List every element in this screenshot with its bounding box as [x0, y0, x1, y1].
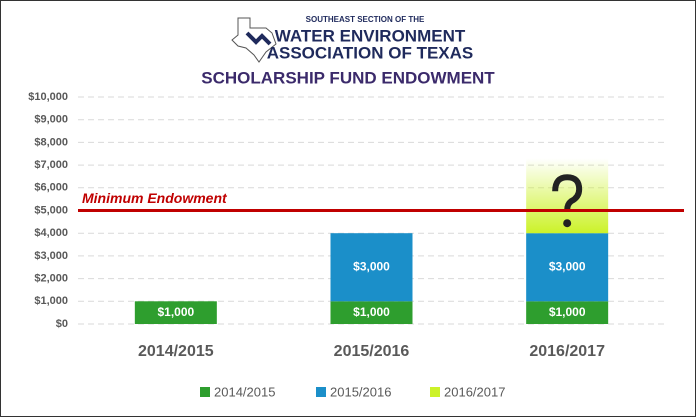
data-label: $1,000 — [549, 305, 586, 319]
y-tick-label: $5,000 — [34, 204, 68, 216]
y-tick-label: $10,000 — [28, 91, 68, 103]
legend-label: 2014/2015 — [214, 384, 275, 399]
data-label: $1,000 — [157, 305, 194, 319]
y-tick-label: $1,000 — [34, 295, 68, 307]
legend-swatch — [430, 387, 440, 397]
chart-title: SCHOLARSHIP FUND ENDOWMENT — [201, 68, 495, 87]
legend-label: 2015/2016 — [330, 384, 391, 399]
y-tick-label: $7,000 — [34, 159, 68, 171]
data-label: $3,000 — [353, 259, 390, 273]
x-tick-label: 2015/2016 — [334, 343, 410, 360]
y-tick-label: $9,000 — [34, 114, 68, 126]
reference-label: Minimum Endowment — [82, 190, 228, 206]
data-label: $3,000 — [549, 259, 586, 273]
x-tick-label: 2014/2015 — [138, 343, 214, 360]
org-line: ASSOCIATION OF TEXAS — [267, 43, 474, 62]
legend-label: 2016/2017 — [444, 384, 505, 399]
legend-swatch — [316, 387, 326, 397]
y-tick-label: $8,000 — [34, 136, 68, 148]
x-tick-label: 2016/2017 — [529, 343, 605, 360]
y-tick-label: $4,000 — [34, 227, 68, 239]
y-tick-label: $0 — [56, 318, 68, 330]
y-tick-label: $2,000 — [34, 273, 68, 285]
legend-swatch — [200, 387, 210, 397]
chart: SOUTHEAST SECTION OF THE WATER ENVIRONME… — [0, 0, 696, 417]
org-line: SOUTHEAST SECTION OF THE — [306, 15, 425, 24]
y-tick-label: $3,000 — [34, 250, 68, 262]
data-label: $1,000 — [353, 305, 390, 319]
question-dot — [563, 219, 571, 227]
y-tick-label: $6,000 — [34, 182, 68, 194]
